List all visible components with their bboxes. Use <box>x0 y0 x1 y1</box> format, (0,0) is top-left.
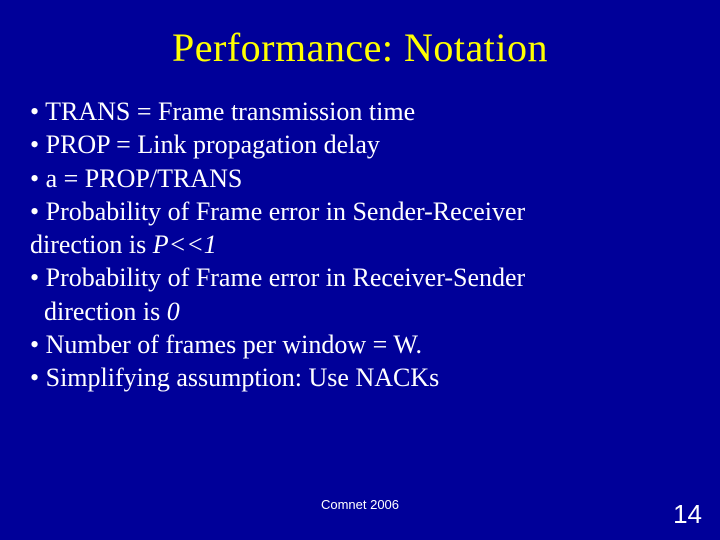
bullet-item: • Number of frames per window = W. <box>30 328 690 361</box>
bullet-item: • TRANS = Frame transmission time <box>30 95 690 128</box>
text-fragment: direction is <box>44 297 167 326</box>
text-fragment: direction is <box>30 230 153 259</box>
slide-title: Performance: Notation <box>30 24 690 71</box>
bullet-item: • Simplifying assumption: Use NACKs <box>30 361 690 394</box>
page-number: 14 <box>673 499 702 530</box>
footer-text: Comnet 2006 <box>0 497 720 512</box>
emphasis-text: 0 <box>167 297 180 326</box>
bullet-continuation: direction is 0 <box>30 295 690 328</box>
bullet-item: • a = PROP/TRANS <box>30 162 690 195</box>
slide-body: • TRANS = Frame transmission time • PROP… <box>30 95 690 394</box>
bullet-item: • Probability of Frame error in Receiver… <box>30 261 690 294</box>
bullet-item: • Probability of Frame error in Sender-R… <box>30 195 690 228</box>
bullet-item: • PROP = Link propagation delay <box>30 128 690 161</box>
emphasis-text: P<<1 <box>153 230 217 259</box>
bullet-continuation: direction is P<<1 <box>30 228 690 261</box>
slide: Performance: Notation • TRANS = Frame tr… <box>0 0 720 540</box>
